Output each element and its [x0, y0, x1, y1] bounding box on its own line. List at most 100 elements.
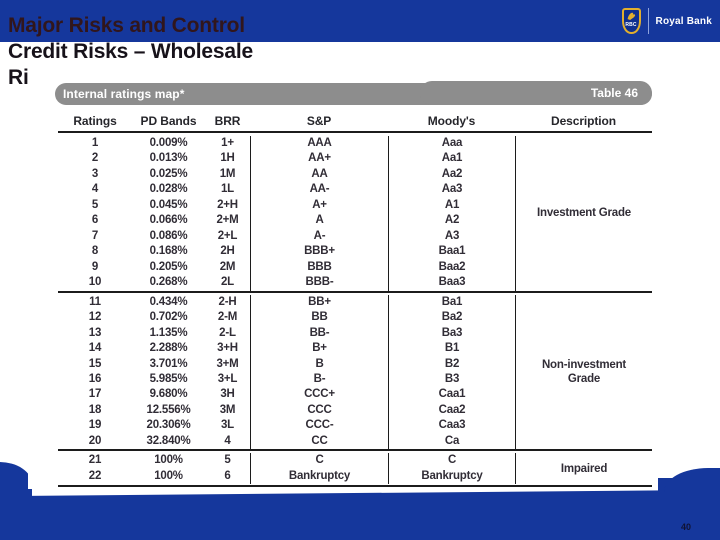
sp-rating-cell: A+ [250, 197, 388, 213]
rating-cell: 8 [91, 245, 99, 257]
sp-rating-cell: BBB+ [250, 244, 388, 260]
brr-cell: 3+L [217, 372, 238, 385]
brr-cell: 2+H [217, 198, 238, 211]
sp-rating-cell: A- [250, 228, 388, 244]
pd-band-cell: 0.702% [149, 311, 188, 324]
moodys-rating-cell: A3 [388, 228, 515, 244]
sp-rating-cell: Bankruptcy [250, 468, 388, 484]
sp-rating-cell: AA+ [250, 151, 388, 167]
brr-cell: 3+H [217, 342, 238, 355]
pd-band-cell: 0.434% [149, 296, 188, 308]
sp-rating-cell: A [250, 213, 388, 229]
brr-cell: 3+M [216, 357, 239, 370]
moodys-rating-cell: Caa1 [388, 387, 515, 403]
pd-band-cell: 32.840% [146, 434, 191, 447]
brr-cell: 2+L [217, 229, 238, 242]
rating-cell: 5 [91, 198, 99, 211]
table-number-tag: Table 46 [590, 86, 638, 100]
header-ratings: Ratings [73, 114, 117, 128]
rating-cell: 20 [88, 434, 102, 447]
table-section-impaired: Impaired 21 100% 5 C C 22 100% 6 Bankruptcy Bankru… [58, 451, 652, 487]
moodys-rating-cell: Aa3 [388, 182, 515, 198]
sp-rating-cell: BB+ [250, 295, 388, 311]
moodys-rating-cell: Aa2 [388, 166, 515, 182]
sp-rating-cell: CC [250, 433, 388, 449]
slide-title-line3: Ri [8, 66, 29, 89]
pd-band-cell: 5.985% [149, 372, 188, 385]
pd-band-cell: 12.556% [146, 403, 191, 416]
brr-cell: 4 [224, 434, 231, 447]
moodys-rating-cell: C [388, 453, 515, 469]
table-title: Internal ratings map* [63, 87, 185, 101]
moodys-rating-cell: Caa3 [388, 418, 515, 434]
logo-divider [647, 8, 649, 34]
rating-cell: 22 [88, 469, 102, 482]
rbc-shield-icon: RBC [621, 8, 641, 34]
sp-rating-cell: B- [250, 371, 388, 388]
description-cell: Impaired [515, 453, 652, 484]
brand-name: Royal Bank [655, 15, 712, 27]
table-section-non-investment-grade: Non-investment Grade 11 0.434% 2-H BB+ Ba1 12 0… [58, 293, 652, 451]
brr-cell: 1+ [221, 136, 234, 149]
slide-title-line2: Credit Risks – Wholesale [8, 40, 253, 63]
moodys-rating-cell: Baa1 [388, 244, 515, 260]
pd-band-cell: 0.045% [149, 198, 188, 211]
sp-rating-cell: CCC+ [250, 387, 388, 403]
rating-cell: 21 [88, 454, 102, 466]
brr-cell: 1M [219, 167, 236, 180]
header-pd-bands: PD Bands [140, 114, 197, 128]
top-banner [0, 0, 720, 42]
rating-cell: 14 [88, 342, 102, 355]
pd-band-cell: 100% [154, 454, 183, 466]
brr-cell: 3M [219, 403, 236, 416]
sp-rating-cell: B [250, 356, 388, 372]
ratings-table-panel: Internal ratings map* Table 46 Ratings P… [28, 78, 655, 489]
moodys-rating-cell: Aaa [388, 135, 515, 151]
rating-cell: 12 [88, 311, 102, 324]
rating-cell: 17 [88, 388, 102, 401]
sp-rating-cell: AA- [250, 182, 388, 198]
header-description: Description [551, 114, 616, 128]
bottom-wave-right-swoosh [664, 468, 720, 508]
sp-rating-cell: C [250, 453, 388, 469]
pd-band-cell: 0.066% [149, 214, 188, 226]
sp-rating-cell: BB- [250, 325, 388, 342]
pd-band-cell: 0.013% [149, 152, 188, 164]
rating-cell: 16 [88, 372, 102, 385]
sp-rating-cell: CCC- [250, 418, 388, 434]
pd-band-cell: 3.701% [149, 357, 188, 370]
moodys-rating-cell: Baa2 [388, 259, 515, 275]
moodys-rating-cell: Ca [388, 433, 515, 449]
brr-cell: 5 [224, 454, 231, 466]
page-number: 40 [681, 522, 692, 532]
sp-rating-cell: B+ [250, 341, 388, 357]
brr-cell: 2M [219, 260, 236, 273]
moodys-rating-cell: B3 [388, 371, 515, 388]
brr-cell: 6 [224, 469, 231, 482]
pd-band-cell: 0.086% [149, 229, 188, 242]
header-brr: BRR [214, 114, 241, 128]
brr-cell: 2-M [217, 311, 238, 324]
slide-title-line1: Major Risks and Control [8, 14, 245, 37]
sp-rating-cell: BB [250, 310, 388, 326]
rating-cell: 19 [88, 419, 102, 432]
brr-cell: 2-L [219, 326, 236, 339]
brr-cell: 2L [220, 276, 235, 288]
pd-band-cell: 0.025% [149, 167, 188, 180]
bottom-wave-band [0, 489, 720, 540]
pd-band-cell: 20.306% [146, 419, 191, 432]
rating-cell: 1 [91, 136, 99, 149]
rating-cell: 7 [91, 229, 99, 242]
pd-band-cell: 0.205% [149, 260, 188, 273]
rbc-logo: RBC Royal Bank [621, 7, 712, 35]
moodys-rating-cell: Baa3 [388, 275, 515, 291]
shield-label: RBC [625, 22, 637, 28]
header-sp: S&P [306, 114, 332, 128]
pd-band-cell: 0.028% [149, 183, 188, 195]
rating-cell: 4 [91, 183, 99, 195]
sp-rating-cell: BBB- [250, 275, 388, 291]
moodys-rating-cell: Bankruptcy [388, 468, 515, 484]
pd-band-cell: 0.168% [149, 245, 188, 257]
header-moodys: Moody's [427, 114, 476, 128]
